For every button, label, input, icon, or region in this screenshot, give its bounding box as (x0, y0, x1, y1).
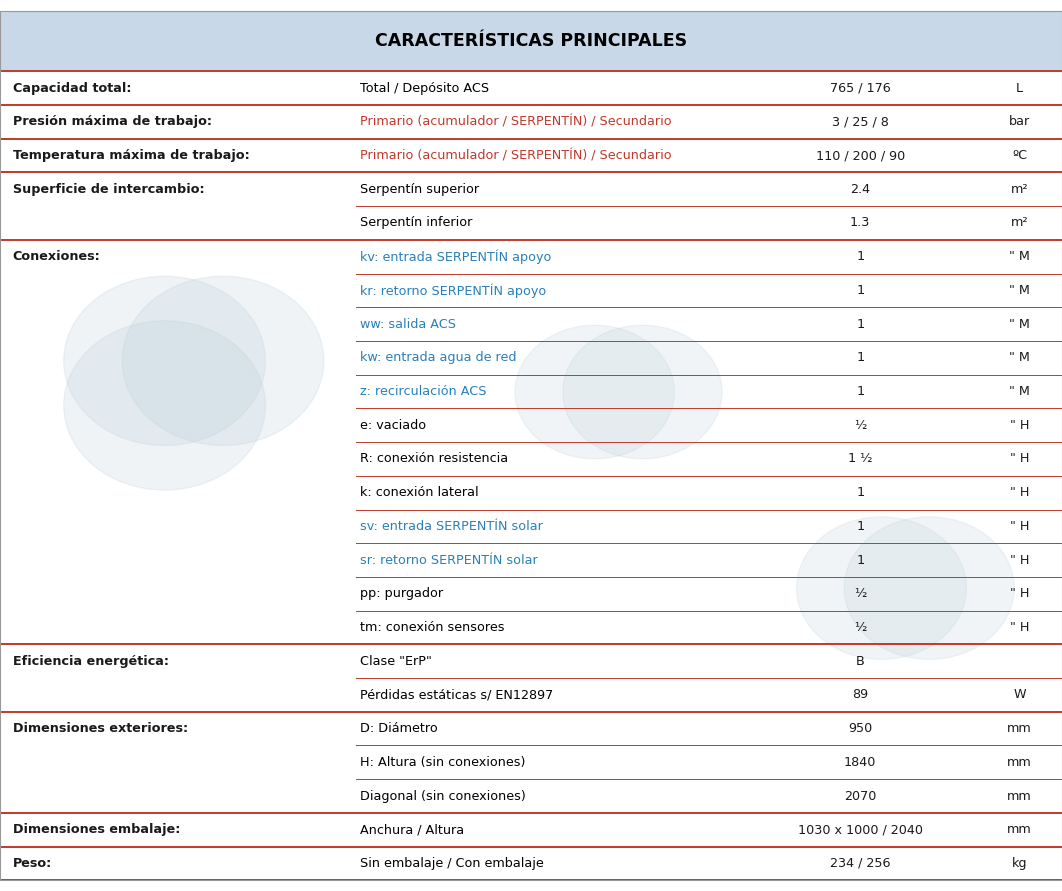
Text: " H: " H (1010, 553, 1029, 567)
Text: Superficie de intercambio:: Superficie de intercambio: (13, 183, 204, 196)
Text: 1: 1 (856, 519, 864, 533)
Text: 1: 1 (856, 486, 864, 499)
Text: CARACTERÍSTICAS PRINCIPALES: CARACTERÍSTICAS PRINCIPALES (375, 32, 687, 50)
Text: W: W (1013, 689, 1026, 701)
Text: 234 / 256: 234 / 256 (830, 857, 890, 870)
Text: mm: mm (1007, 789, 1032, 803)
Circle shape (796, 517, 966, 659)
Text: " M: " M (1009, 250, 1030, 263)
Text: 1: 1 (856, 317, 864, 331)
Text: Presión máxima de trabajo:: Presión máxima de trabajo: (13, 115, 211, 128)
Text: ½: ½ (854, 419, 867, 432)
Text: mm: mm (1007, 756, 1032, 769)
Text: 1840: 1840 (844, 756, 876, 769)
Text: pp: purgador: pp: purgador (360, 587, 443, 601)
Text: L: L (1016, 82, 1023, 94)
Text: 89: 89 (852, 689, 869, 701)
Text: " H: " H (1010, 587, 1029, 601)
Text: 2070: 2070 (844, 789, 876, 803)
Text: kv: entrada SERPENTÍN apoyo: kv: entrada SERPENTÍN apoyo (360, 249, 551, 264)
Text: 1: 1 (856, 284, 864, 297)
Text: Diagonal (sin conexiones): Diagonal (sin conexiones) (360, 789, 526, 803)
Text: k: conexión lateral: k: conexión lateral (360, 486, 479, 499)
Text: 3 / 25 / 8: 3 / 25 / 8 (832, 115, 889, 128)
Text: Primario (acumulador / SERPENTÍN) / Secundario: Primario (acumulador / SERPENTÍN) / Secu… (360, 115, 671, 128)
Text: Clase "ErP": Clase "ErP" (360, 655, 432, 667)
Text: " M: " M (1009, 317, 1030, 331)
Text: 765 / 176: 765 / 176 (829, 82, 891, 94)
Text: 1.3: 1.3 (850, 217, 871, 230)
Text: sr: retorno SERPENTÍN solar: sr: retorno SERPENTÍN solar (360, 553, 537, 567)
Text: " H: " H (1010, 486, 1029, 499)
Text: " H: " H (1010, 419, 1029, 432)
Text: m²: m² (1011, 183, 1028, 196)
Text: Serpentín superior: Serpentín superior (360, 183, 479, 196)
Text: bar: bar (1009, 115, 1030, 128)
Text: H: Altura (sin conexiones): H: Altura (sin conexiones) (360, 756, 526, 769)
Text: m²: m² (1011, 217, 1028, 230)
Text: " H: " H (1010, 453, 1029, 465)
Text: Temperatura máxima de trabajo:: Temperatura máxima de trabajo: (13, 149, 250, 162)
Text: kw: entrada agua de red: kw: entrada agua de red (360, 351, 516, 364)
Text: " M: " M (1009, 284, 1030, 297)
Text: z: recirculación ACS: z: recirculación ACS (360, 385, 486, 398)
Text: sv: entrada SERPENTÍN solar: sv: entrada SERPENTÍN solar (360, 519, 543, 533)
Text: kg: kg (1012, 857, 1027, 870)
Text: tm: conexión sensores: tm: conexión sensores (360, 621, 504, 634)
Text: 2.4: 2.4 (851, 183, 870, 196)
Text: mm: mm (1007, 722, 1032, 735)
Text: Conexiones:: Conexiones: (13, 250, 101, 263)
Text: Capacidad total:: Capacidad total: (13, 82, 132, 94)
Text: " H: " H (1010, 519, 1029, 533)
Text: 1: 1 (856, 351, 864, 364)
Text: R: conexión resistencia: R: conexión resistencia (360, 453, 508, 465)
Text: " M: " M (1009, 385, 1030, 398)
Text: Anchura / Altura: Anchura / Altura (360, 823, 464, 837)
Text: e: vaciado: e: vaciado (360, 419, 426, 432)
Text: Pérdidas estáticas s/ EN12897: Pérdidas estáticas s/ EN12897 (360, 689, 553, 701)
Text: ºC: ºC (1012, 149, 1027, 162)
Text: ww: salida ACS: ww: salida ACS (360, 317, 456, 331)
Text: ½: ½ (854, 621, 867, 634)
Text: B: B (856, 655, 864, 667)
Text: 1030 x 1000 / 2040: 1030 x 1000 / 2040 (798, 823, 923, 837)
Text: Primario (acumulador / SERPENTÍN) / Secundario: Primario (acumulador / SERPENTÍN) / Secu… (360, 149, 671, 162)
Text: 1: 1 (856, 250, 864, 263)
Circle shape (122, 276, 324, 446)
Text: kr: retorno SERPENTÍN apoyo: kr: retorno SERPENTÍN apoyo (360, 283, 546, 298)
Circle shape (844, 517, 1014, 659)
Text: Dimensiones embalaje:: Dimensiones embalaje: (13, 823, 181, 837)
Text: Serpentín inferior: Serpentín inferior (360, 217, 473, 230)
Text: mm: mm (1007, 823, 1032, 837)
Circle shape (64, 276, 266, 446)
Text: Sin embalaje / Con embalaje: Sin embalaje / Con embalaje (360, 857, 544, 870)
Text: 1: 1 (856, 385, 864, 398)
Text: " M: " M (1009, 351, 1030, 364)
Text: Total / Depósito ACS: Total / Depósito ACS (360, 82, 490, 94)
Circle shape (64, 321, 266, 490)
Text: 110 / 200 / 90: 110 / 200 / 90 (816, 149, 905, 162)
Text: D: Diámetro: D: Diámetro (360, 722, 438, 735)
Text: " H: " H (1010, 621, 1029, 634)
Text: 1: 1 (856, 553, 864, 567)
Text: Eficiencia energética:: Eficiencia energética: (13, 655, 169, 667)
Circle shape (515, 325, 674, 459)
Text: 950: 950 (849, 722, 872, 735)
Text: Dimensiones exteriores:: Dimensiones exteriores: (13, 722, 188, 735)
Text: ½: ½ (854, 587, 867, 601)
Text: Peso:: Peso: (13, 857, 52, 870)
Bar (0, 11, 1062, 71)
Circle shape (563, 325, 722, 459)
Text: 1 ½: 1 ½ (847, 453, 873, 465)
